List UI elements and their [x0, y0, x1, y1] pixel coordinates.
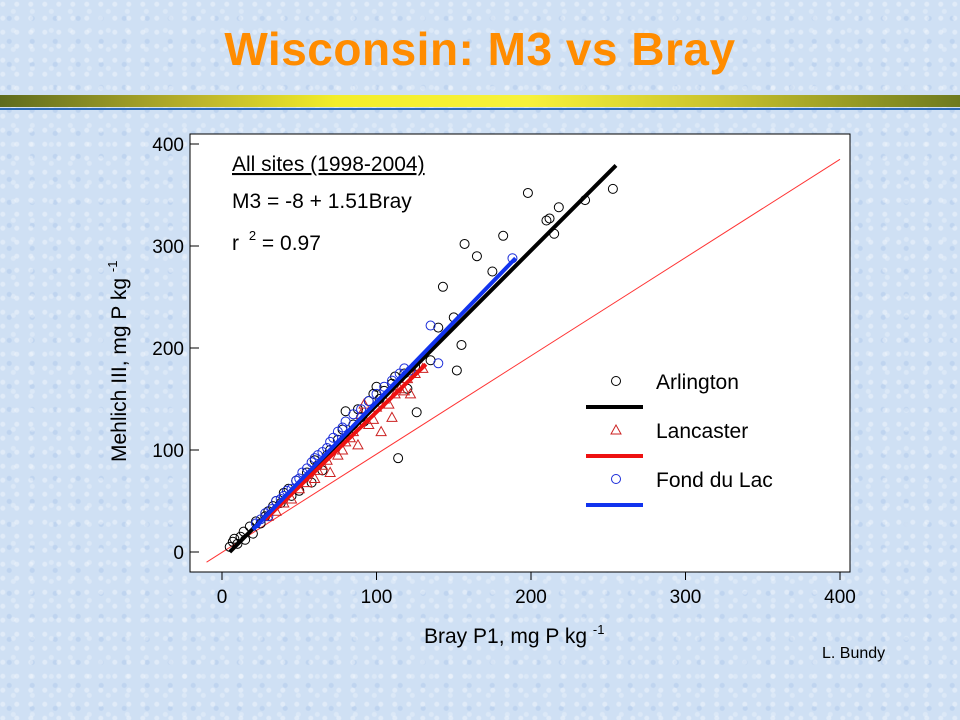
y-tick-label: 200: [152, 339, 184, 360]
lancaster-legend-marker: [610, 423, 622, 435]
arlington-point: [456, 339, 467, 350]
annotation-r-value: = 0.97: [262, 232, 321, 255]
y-tick-label: 400: [152, 135, 184, 156]
arlington-point: [451, 365, 462, 376]
arlington-point: [433, 322, 444, 333]
arlington-legend-marker: [611, 376, 621, 386]
y-tick-label: 100: [152, 441, 184, 462]
x-tick-label: 300: [670, 587, 702, 608]
lancaster-point: [375, 425, 387, 437]
y-axis-label: Mehlich III, mg P kg -1: [105, 261, 131, 462]
arlington-point: [368, 388, 379, 399]
fit-lines-layer: [228, 164, 618, 554]
y-axis-label-text: Mehlich III, mg P kg: [108, 278, 131, 462]
x-tick-label: 200: [515, 587, 547, 608]
annotation-r-sup: 2: [249, 228, 256, 243]
lancaster-point: [332, 449, 344, 460]
chart-annotation: All sites (1998-2004) M3 = -8 + 1.51Bray…: [232, 153, 425, 255]
lancaster-point: [352, 438, 364, 450]
legend: Arlington Lancaster Fond du Lac: [586, 371, 773, 507]
fond-du-lac-point: [425, 320, 436, 331]
arlington-point: [371, 381, 382, 392]
x-tick-label: 400: [824, 587, 856, 608]
fond-du-lac-point: [363, 396, 374, 407]
arlington-legend-label: Arlington: [656, 371, 739, 394]
arlington-point: [544, 213, 555, 224]
x-axis-label: Bray P1, mg P kg -1: [424, 622, 604, 648]
lancaster-point: [386, 411, 398, 422]
x-tick-label: 100: [361, 587, 393, 608]
arlington-point: [393, 453, 404, 464]
lancaster-legend-label: Lancaster: [656, 420, 748, 443]
plot-area: [189, 133, 851, 573]
fond-du-lac-point: [337, 422, 348, 433]
arlington-point: [471, 251, 482, 262]
fond-du-lac-point: [340, 416, 351, 427]
arlington-point: [541, 215, 552, 226]
arlington-point: [487, 266, 498, 277]
annotation-line-2: M3 = -8 + 1.51Bray: [232, 190, 412, 213]
one-to-one-reference-line: [206, 158, 841, 563]
x-axis-label-text: Bray P1, mg P kg: [424, 625, 587, 648]
fond-du-lac-fit-line: [251, 256, 517, 531]
arlington-point: [459, 238, 470, 249]
fond-du-lac-legend-label: Fond du Lac: [656, 469, 773, 492]
lancaster-point: [404, 387, 417, 399]
y-tick-label: 300: [152, 237, 184, 258]
arlington-point: [498, 230, 509, 241]
lancaster-point: [324, 466, 336, 477]
arlington-point: [607, 183, 618, 194]
annotation-line-1: All sites (1998-2004): [232, 153, 425, 176]
fond-du-lac-point: [433, 358, 444, 369]
x-axis-label-sup: -1: [593, 622, 605, 637]
lancaster-point: [358, 398, 370, 409]
axes: 0 100 200 300 400 0 100 200 300 400: [152, 134, 856, 608]
arlington-point: [411, 407, 422, 418]
fond-du-lac-legend-marker: [611, 474, 621, 484]
fond-du-lac-point: [309, 453, 320, 464]
arlington-point: [437, 281, 448, 292]
arlington-point: [229, 533, 240, 544]
arlington-point: [553, 202, 564, 213]
title-underline-bar: [0, 95, 960, 107]
arlington-point: [232, 538, 243, 549]
reference-line-layer: [206, 158, 841, 563]
fond-du-lac-point: [356, 404, 367, 415]
arlington-point: [522, 187, 533, 198]
lancaster-point: [308, 472, 321, 484]
y-tick-label: 0: [173, 543, 184, 564]
fond-du-lac-point: [348, 409, 359, 420]
title-underline-rule: [0, 108, 960, 110]
y-axis-label-sup: -1: [105, 261, 120, 273]
slide-credit: L. Bundy: [822, 645, 886, 662]
lancaster-fit-line: [263, 362, 428, 521]
slide-title: Wisconsin: M3 vs Bray: [224, 23, 736, 75]
fond-du-lac-point: [371, 388, 382, 399]
annotation-line-3: r 2 = 0.97: [232, 222, 321, 255]
x-tick-label: 0: [217, 587, 228, 608]
annotation-r: r: [232, 232, 239, 255]
